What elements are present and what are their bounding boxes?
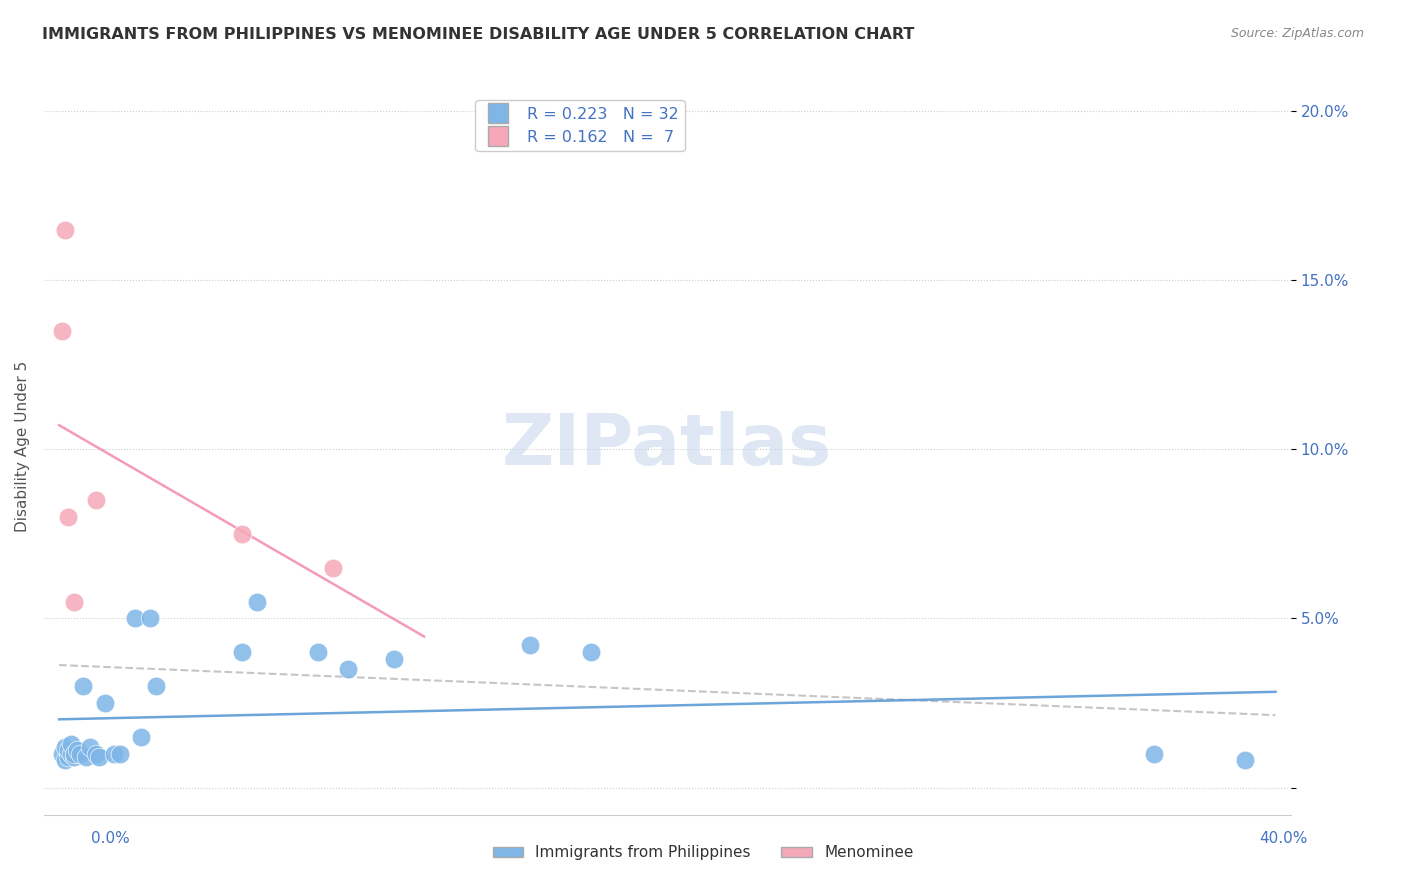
Point: [79, 739, 101, 754]
Text: 0.0%: 0.0%: [91, 831, 131, 846]
Legend: R = 0.223   N = 32, R = 0.162   N =  7: R = 0.223 N = 32, R = 0.162 N = 7: [475, 100, 685, 151]
Point: [60, 747, 83, 761]
Point: [337, 662, 360, 676]
Point: [382, 652, 405, 666]
Point: [231, 527, 253, 541]
Point: [581, 645, 603, 659]
Point: [93, 696, 115, 710]
Point: [75, 750, 97, 764]
Point: [53, 222, 76, 236]
Point: [63, 750, 86, 764]
Point: [58, 750, 80, 764]
Point: [66, 743, 89, 757]
Point: [139, 611, 162, 625]
Point: [108, 747, 131, 761]
Point: [53, 754, 76, 768]
Point: [1234, 754, 1257, 768]
Point: [519, 639, 541, 653]
Point: [322, 560, 344, 574]
Text: Source: ZipAtlas.com: Source: ZipAtlas.com: [1230, 27, 1364, 40]
Point: [63, 594, 86, 608]
Point: [307, 645, 329, 659]
Point: [63, 747, 86, 761]
Point: [58, 743, 80, 757]
Point: [53, 739, 76, 754]
Point: [87, 750, 110, 764]
Point: [84, 747, 107, 761]
Point: [84, 493, 107, 508]
Text: ZIPatlas: ZIPatlas: [502, 411, 832, 481]
Point: [246, 594, 269, 608]
Point: [51, 324, 73, 338]
Point: [51, 747, 73, 761]
Point: [145, 679, 167, 693]
Point: [69, 747, 91, 761]
Point: [1143, 747, 1166, 761]
Text: 40.0%: 40.0%: [1260, 831, 1308, 846]
Point: [72, 679, 94, 693]
Text: IMMIGRANTS FROM PHILIPPINES VS MENOMINEE DISABILITY AGE UNDER 5 CORRELATION CHAR: IMMIGRANTS FROM PHILIPPINES VS MENOMINEE…: [42, 27, 914, 42]
Point: [103, 747, 125, 761]
Point: [124, 611, 146, 625]
Point: [129, 730, 152, 744]
Point: [58, 510, 80, 524]
Y-axis label: Disability Age Under 5: Disability Age Under 5: [15, 360, 30, 532]
Legend: Immigrants from Philippines, Menominee: Immigrants from Philippines, Menominee: [486, 839, 920, 866]
Point: [60, 737, 83, 751]
Point: [231, 645, 253, 659]
